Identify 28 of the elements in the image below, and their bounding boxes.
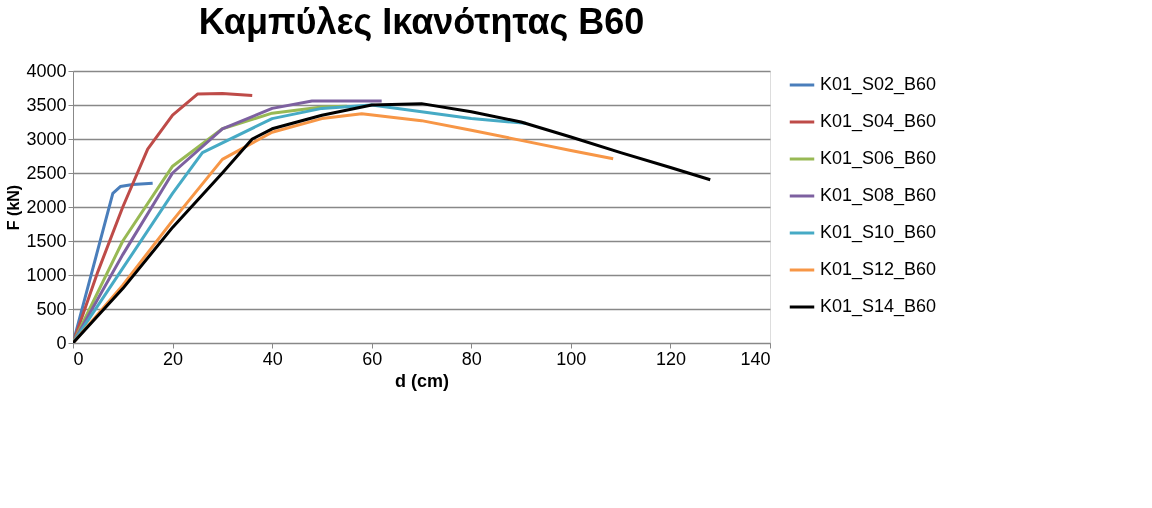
- y-tick-label: 4000: [26, 60, 67, 81]
- y-tick-label: 1500: [26, 230, 67, 251]
- y-tick-label: 2500: [26, 162, 67, 183]
- y-tick-label: 1000: [26, 264, 67, 285]
- legend-label: K01_S08_B60: [820, 185, 937, 206]
- chart-title: Καμπύλες Ικανότητας B60: [198, 1, 645, 42]
- y-tick-label: 3000: [26, 128, 67, 149]
- y-axis-title: F (kN): [5, 184, 23, 231]
- y-tick-label: 0: [56, 332, 67, 353]
- x-tick-label: 0: [73, 348, 84, 369]
- legend-label: K01_S14_B60: [820, 296, 937, 317]
- x-tick-label: 100: [556, 348, 587, 369]
- legend-label: K01_S02_B60: [820, 74, 937, 95]
- y-tick-label: 500: [36, 298, 67, 319]
- x-tick-label: 20: [163, 348, 184, 369]
- line-series: [73, 102, 712, 343]
- x-tick-label: 40: [262, 348, 283, 369]
- legend-label: K01_S04_B60: [820, 111, 937, 132]
- legend-label: K01_S06_B60: [820, 148, 937, 169]
- x-axis-title: d (cm): [395, 370, 450, 391]
- legend-label: K01_S10_B60: [820, 222, 937, 243]
- x-tick-label: 140: [740, 348, 771, 369]
- x-tick-label: 60: [362, 348, 383, 369]
- x-tick-label: 80: [461, 348, 482, 369]
- legend-label: K01_S12_B60: [820, 259, 937, 280]
- x-tick-label: 120: [655, 348, 686, 369]
- y-tick-label: 2000: [26, 196, 67, 217]
- y-tick-label: 3500: [26, 94, 67, 115]
